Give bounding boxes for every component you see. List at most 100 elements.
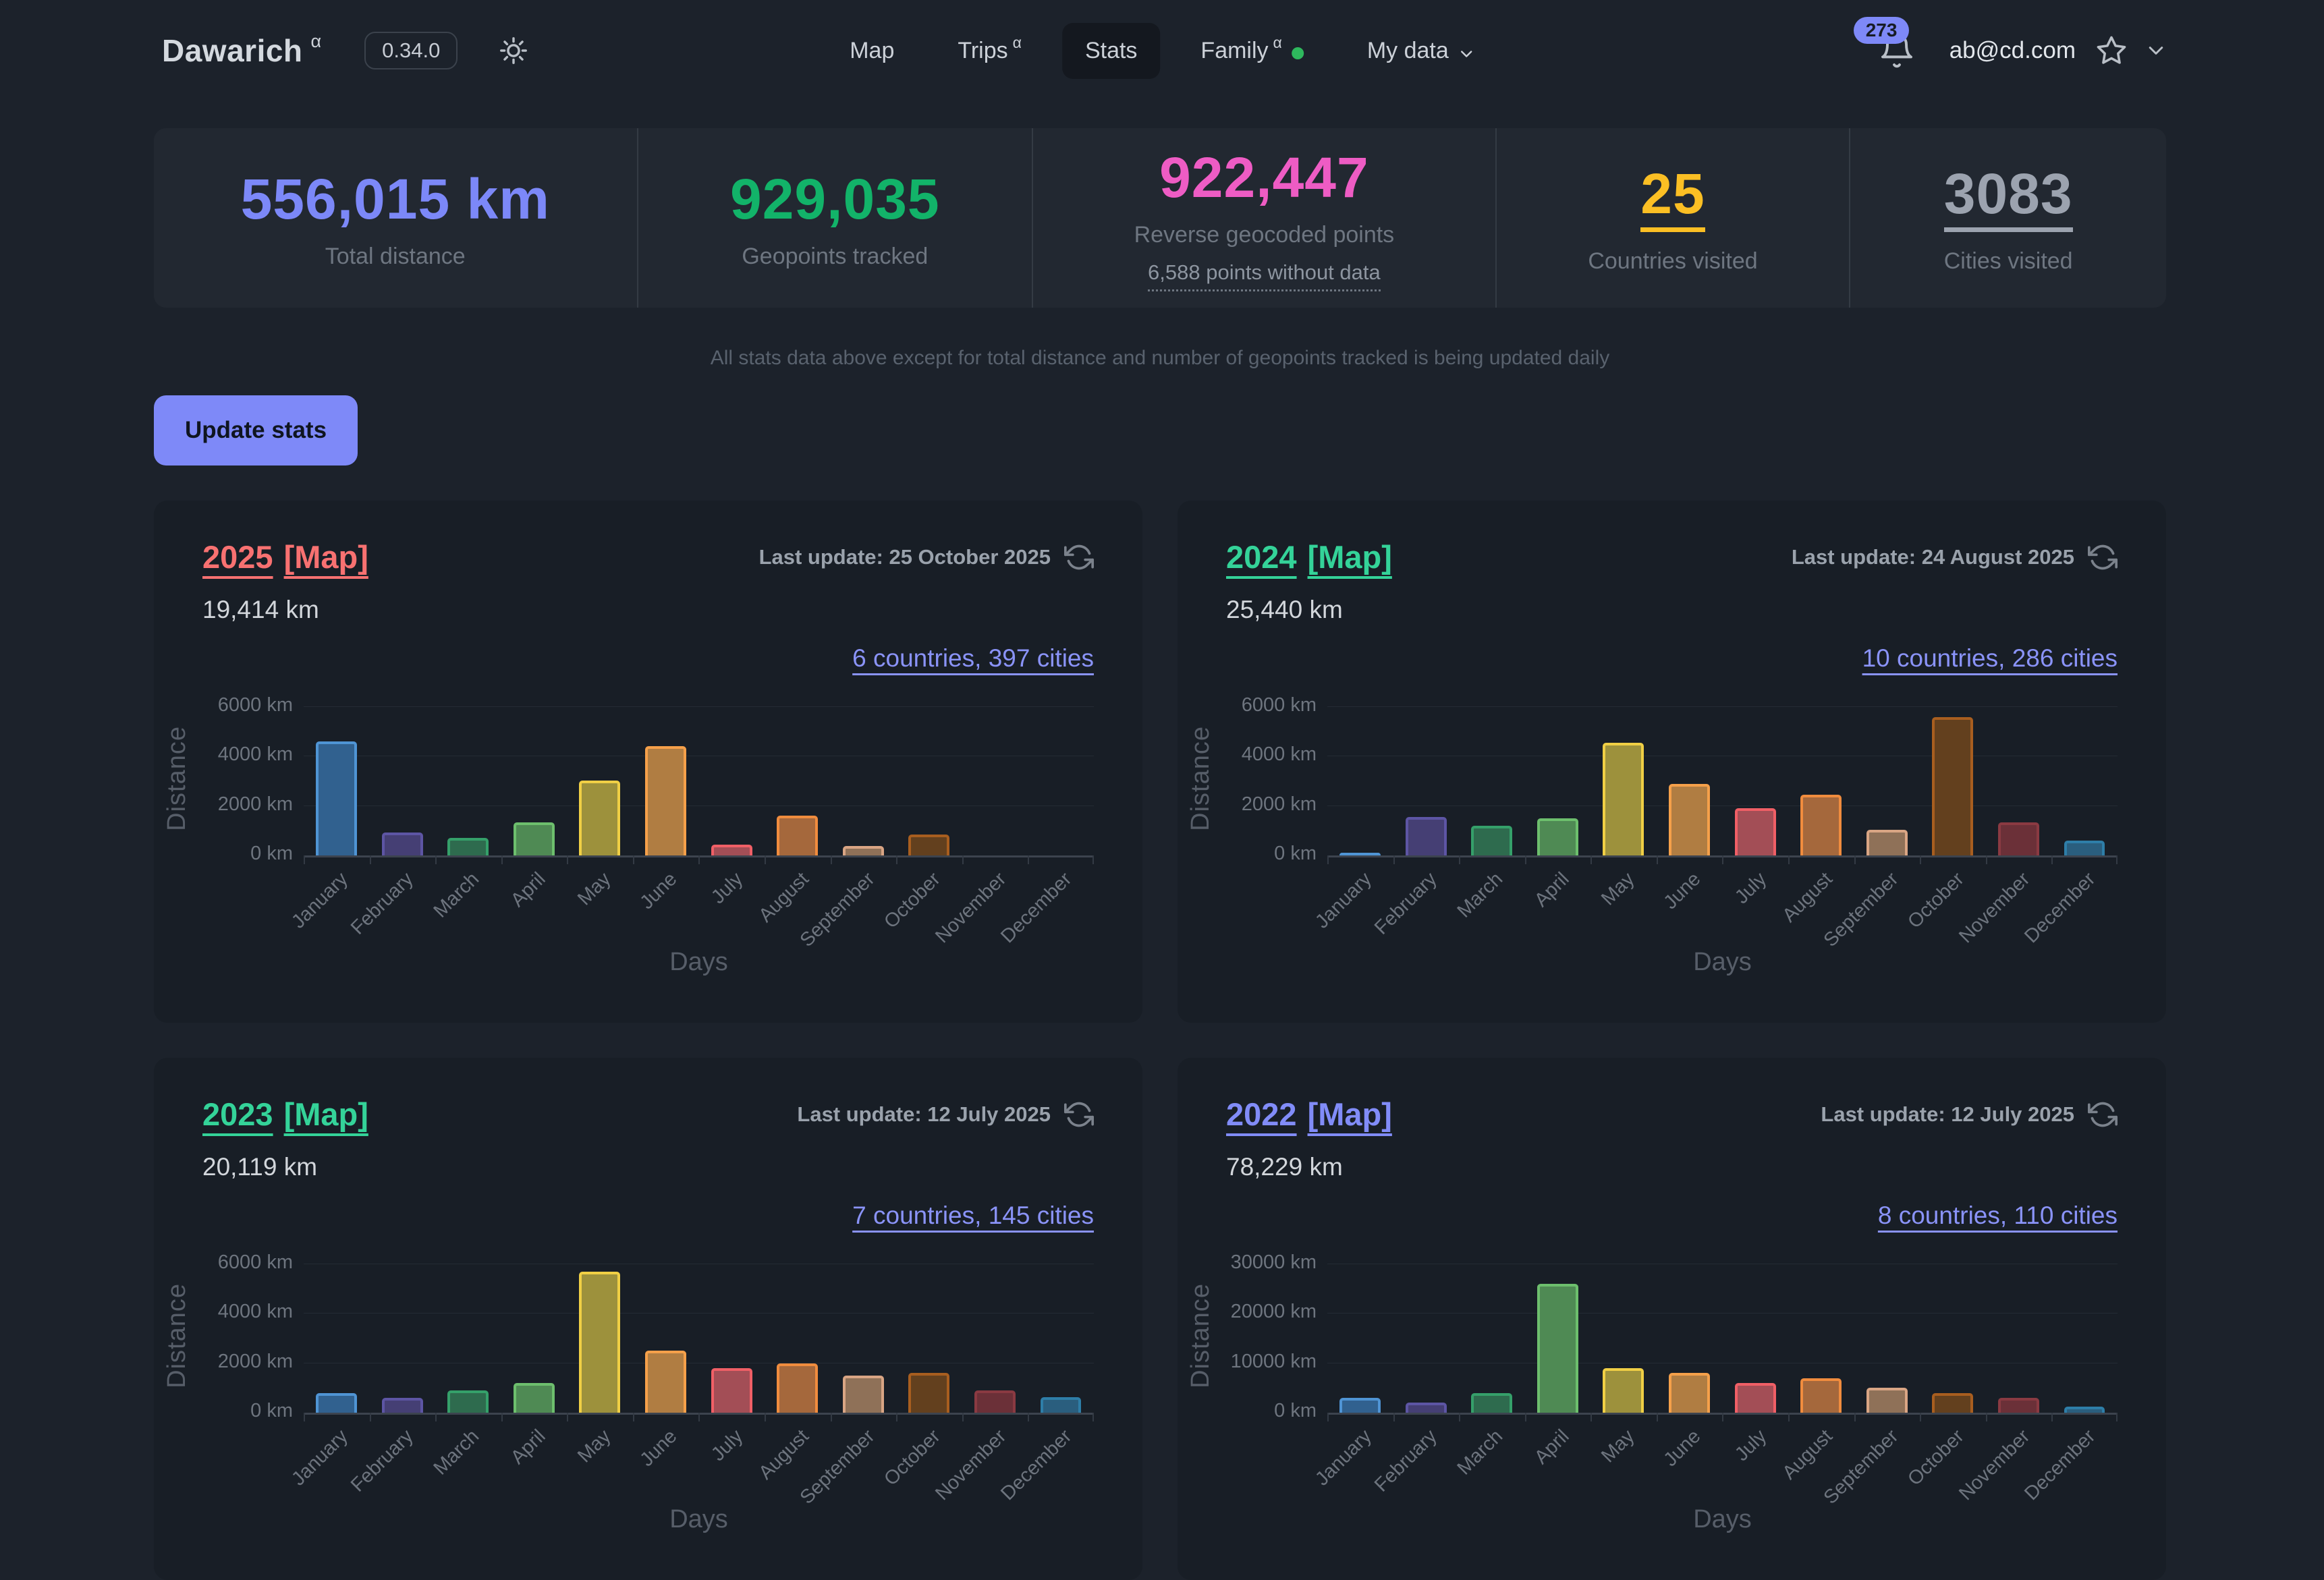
x-axis-tick <box>1985 1413 1987 1421</box>
x-axis-tick <box>1028 855 1030 864</box>
refresh-icon[interactable] <box>1064 542 1094 572</box>
x-axis-tick <box>632 855 634 864</box>
stat-card-total-distance: 556,015 km Total distance <box>154 128 637 308</box>
x-axis-label-november: November <box>1955 1426 2035 1505</box>
x-axis-tick <box>1393 855 1395 864</box>
x-axis-tick <box>765 1413 767 1421</box>
stat-value: 922,447 <box>1159 145 1369 209</box>
bar-february <box>381 833 423 855</box>
bar-august <box>777 1363 819 1413</box>
bar-august <box>1800 1378 1842 1413</box>
x-axis-tick <box>2116 855 2118 864</box>
x-axis-tick <box>1590 855 1593 864</box>
nav-item-trips[interactable]: Trips α <box>935 23 1045 79</box>
nav-item-family[interactable]: Family α <box>1178 23 1326 79</box>
year-link-2024[interactable]: 2024 <box>1226 539 1297 575</box>
refresh-icon[interactable] <box>2088 1100 2118 1129</box>
update-stats-button[interactable]: Update stats <box>154 395 358 465</box>
nav-item-my-data[interactable]: My data <box>1344 23 1497 79</box>
year-link-2023[interactable]: 2023 <box>202 1096 273 1132</box>
map-link-2022[interactable]: [Map] <box>1307 1096 1392 1132</box>
x-axis-label-july: July <box>1730 1426 1771 1466</box>
star-icon[interactable] <box>2095 34 2128 67</box>
countries-cities-link[interactable]: 8 countries, 110 cities <box>1877 1202 2118 1229</box>
year-link-2022[interactable]: 2022 <box>1226 1096 1297 1132</box>
x-axis-tick <box>765 855 767 864</box>
x-axis-tick <box>1327 855 1329 864</box>
chart-plot-area: Distance 0 km 2000 km 4000 km 6000 km <box>163 1251 1094 1421</box>
nav-item-label: Trips <box>958 37 1008 63</box>
bar-april <box>1537 818 1578 855</box>
bar-september <box>1866 1388 1908 1413</box>
x-axis-label-february: February <box>1371 1426 1442 1496</box>
countries-cities-link[interactable]: 10 countries, 286 cities <box>1862 644 2118 672</box>
stat-label: Reverse geocoded points <box>1134 221 1395 248</box>
theme-toggle-sun-icon[interactable] <box>498 35 529 66</box>
notifications-bell-icon[interactable]: 273 <box>1853 17 1916 69</box>
x-axis-tick <box>567 1413 569 1421</box>
stat-label: Geopoints tracked <box>742 243 929 269</box>
bar-april <box>513 1383 555 1413</box>
y-axis-title: Distance <box>1186 1283 1215 1388</box>
refresh-icon[interactable] <box>1064 1100 1094 1129</box>
y-axis-tick: 30000 km <box>1230 1251 1317 1273</box>
points-without-data-link[interactable]: 6,588 points without data <box>1148 260 1381 291</box>
nav-item-map[interactable]: Map <box>827 23 917 79</box>
year-links: 2023 [Map] <box>202 1096 368 1133</box>
bar-august <box>777 815 819 855</box>
app-logo[interactable]: Dawarich α <box>162 31 321 69</box>
last-update: Last update: 12 July 2025 <box>1821 1100 2118 1129</box>
bar-july <box>711 1368 752 1413</box>
x-axis-label-october: October <box>880 1426 945 1490</box>
x-axis-tick <box>304 855 305 864</box>
nav-item-stats[interactable]: Stats <box>1061 22 1161 79</box>
x-axis-tick <box>1656 1413 1658 1421</box>
nav-item-label: My data <box>1366 37 1449 63</box>
map-link-2023[interactable]: [Map] <box>283 1096 368 1132</box>
x-axis-label-june: June <box>1659 868 1705 914</box>
countries-cities-link[interactable]: 6 countries, 397 cities <box>852 644 1094 672</box>
x-axis-tick <box>896 1413 898 1421</box>
bar-july <box>1734 1383 1776 1413</box>
bar-november <box>1997 822 2039 855</box>
x-axis-tick <box>369 1413 371 1421</box>
x-axis-tick <box>1327 1413 1329 1421</box>
account-email[interactable]: ab@cd.com <box>1949 37 2076 63</box>
bar-january <box>1339 1398 1381 1413</box>
bar-january <box>316 741 358 855</box>
gridline <box>1327 706 2118 707</box>
countries-cities-link[interactable]: 7 countries, 145 cities <box>852 1202 1094 1229</box>
x-axis-tick <box>501 1413 503 1421</box>
countries-cities-row: 7 countries, 145 cities <box>202 1202 1094 1230</box>
stat-card-countries-visited: 25 Countries visited <box>1495 128 1850 308</box>
x-axis-tick <box>2051 855 2053 864</box>
bar-may <box>1603 743 1644 855</box>
refresh-icon[interactable] <box>2088 542 2118 572</box>
bar-september <box>1866 829 1908 855</box>
map-link-2024[interactable]: [Map] <box>1307 539 1392 575</box>
x-axis-label-august: August <box>754 1426 813 1484</box>
x-axis-title: Days <box>669 948 728 976</box>
stat-value[interactable]: 25 <box>1640 165 1705 232</box>
account-menu-chevron-icon[interactable] <box>2146 40 2166 61</box>
distance-chart-2023: Distance 0 km 2000 km 4000 km 6000 km January… <box>163 1251 1094 1534</box>
x-axis-label-july: July <box>707 868 747 909</box>
bar-september <box>842 1376 884 1413</box>
bar-february <box>1405 1403 1447 1413</box>
last-update-text: Last update: 12 July 2025 <box>1821 1102 2074 1126</box>
y-axis-tick: 6000 km <box>217 694 293 716</box>
chart-plot-area: Distance 0 km 2000 km 4000 km 6000 km <box>1186 694 2118 864</box>
y-axis-tick: 2000 km <box>1241 793 1317 815</box>
year-card-2024: 2024 [Map] Last update: 24 August 2025 25,4… <box>1178 501 2166 1023</box>
nav-item-label: Family <box>1200 37 1269 63</box>
gridline <box>304 706 1094 707</box>
year-total-distance: 78,229 km <box>1226 1153 1343 1181</box>
x-axis-tick <box>501 855 503 864</box>
map-link-2025[interactable]: [Map] <box>283 539 368 575</box>
year-link-2025[interactable]: 2025 <box>202 539 273 575</box>
chart-plot-area: Distance 0 km 2000 km 4000 km 6000 km <box>163 694 1094 864</box>
stats-note: All stats data above except for total di… <box>710 347 1610 369</box>
y-axis-tick: 6000 km <box>1241 694 1317 716</box>
stat-value[interactable]: 3083 <box>1943 165 2073 232</box>
last-update-text: Last update: 24 August 2025 <box>1791 544 2074 569</box>
